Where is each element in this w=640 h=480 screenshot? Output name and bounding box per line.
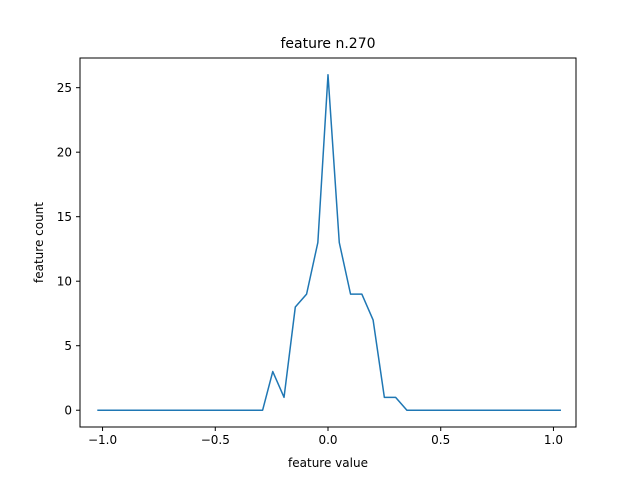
x-tick-label: 0.5 bbox=[431, 433, 450, 447]
y-tick-label: 10 bbox=[57, 275, 72, 289]
x-axis: −1.0 −0.5 0.0 0.5 1.0 bbox=[88, 427, 563, 447]
x-axis-label: feature value bbox=[288, 456, 368, 470]
x-tick-label: −1.0 bbox=[88, 433, 117, 447]
y-tick-label: 20 bbox=[57, 146, 72, 160]
y-axis: 0 5 10 15 20 25 bbox=[57, 81, 80, 418]
y-tick-label: 0 bbox=[64, 404, 72, 418]
x-tick-label: −0.5 bbox=[201, 433, 230, 447]
y-tick-label: 25 bbox=[57, 81, 72, 95]
y-tick-label: 15 bbox=[57, 210, 72, 224]
y-tick-label: 5 bbox=[64, 339, 72, 353]
plot-area bbox=[97, 74, 561, 411]
axes-frame bbox=[79, 57, 577, 428]
y-axis-label: feature count bbox=[32, 202, 46, 283]
series-line bbox=[97, 74, 561, 411]
chart-title: feature n.270 bbox=[280, 36, 375, 52]
x-tick-label: 1.0 bbox=[544, 433, 563, 447]
x-tick-label: 0.0 bbox=[318, 433, 337, 447]
